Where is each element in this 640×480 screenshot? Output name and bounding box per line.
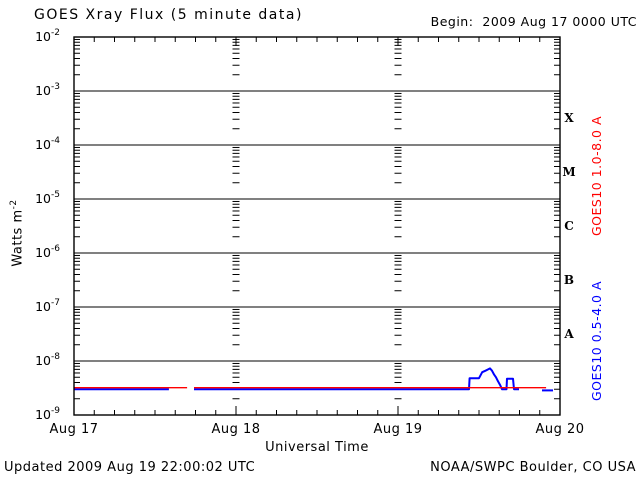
y-tick-label: 10-8 — [35, 352, 60, 368]
y-tick-label: 10-7 — [35, 298, 60, 314]
y-tick-label: 10-3 — [35, 82, 60, 98]
y-tick-label: 10-4 — [35, 136, 60, 152]
chart-title: GOES Xray Flux (5 minute data) — [34, 7, 303, 23]
x-day-label: Aug 18 — [211, 422, 260, 437]
x-axis-title: Universal Time — [265, 440, 369, 455]
begin-time-label: Begin: 2009 Aug 17 0000 UTC — [430, 14, 637, 29]
x-day-label: Aug 20 — [535, 422, 584, 437]
long-band-series-label: GOES10 1.0-8.0 A — [589, 115, 604, 237]
plot-border — [73, 36, 561, 416]
flux-class-letter: A — [563, 327, 574, 341]
flux-class-letter: C — [564, 219, 574, 233]
y-tick-label: 10-5 — [35, 190, 60, 206]
x-day-label: Aug 19 — [373, 422, 422, 437]
x-day-label: Aug 17 — [49, 422, 98, 437]
flux-class-letter: M — [562, 165, 575, 179]
flux-class-letter: B — [564, 273, 574, 287]
updated-timestamp: Updated 2009 Aug 19 22:00:02 UTC — [4, 460, 256, 475]
flux-class-letter: X — [564, 111, 574, 125]
flux-trace-short-band — [194, 367, 519, 391]
data-source-label: NOAA/SWPC Boulder, CO USA — [430, 460, 636, 475]
y-tick-label: 10-6 — [35, 244, 60, 260]
y-tick-label: 10-2 — [35, 28, 60, 44]
y-tick-label: 10-9 — [35, 406, 60, 422]
short-band-series-label: GOES10 0.5-4.0 A — [589, 280, 604, 402]
